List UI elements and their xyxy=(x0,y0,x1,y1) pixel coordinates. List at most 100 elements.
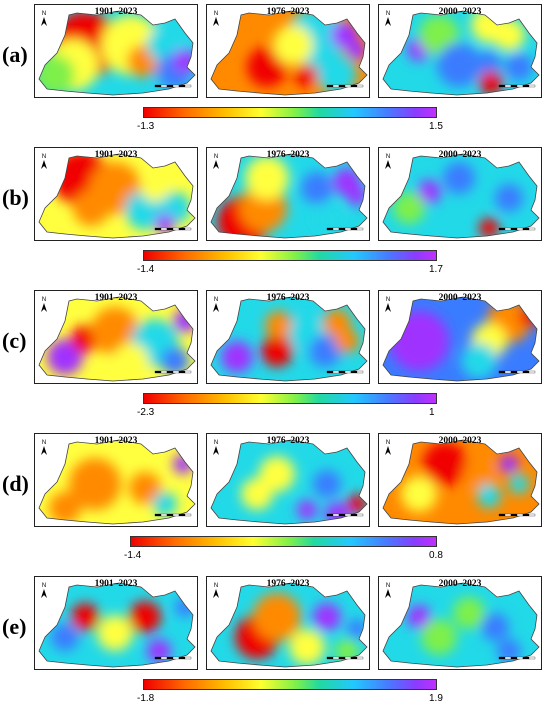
trend-hotspot xyxy=(479,218,499,238)
map-panel: N 2000–2023 xyxy=(378,4,542,98)
figure-row: (c) N 1901–2023 N 1976–2023 N 2000–2023 -2.3 1 xyxy=(0,290,550,432)
trend-hotspot xyxy=(495,184,523,212)
trend-hotspot xyxy=(499,454,519,474)
map-panel: N 2000–2023 xyxy=(378,147,542,241)
north-label: N xyxy=(386,583,390,589)
choropleth-map: N xyxy=(210,153,368,239)
north-label: N xyxy=(42,583,46,589)
row-label: (c) xyxy=(2,328,27,353)
colorbar-max-label: 1.5 xyxy=(429,121,443,132)
trend-hotspot xyxy=(461,343,497,379)
trend-hotspot xyxy=(289,629,325,665)
row-label: (e) xyxy=(2,614,27,639)
trend-hotspot xyxy=(393,192,425,224)
scale-bar-icon xyxy=(498,656,536,660)
choropleth-map: N xyxy=(382,153,540,239)
trend-hotspot xyxy=(297,500,317,520)
north-arrow-icon: N xyxy=(385,583,391,598)
colorbar-min-label: -1.4 xyxy=(124,550,142,561)
colorbar-min-label: -1.4 xyxy=(137,264,155,275)
colorbar-legend xyxy=(143,107,437,118)
region-outline xyxy=(382,582,540,668)
row-label: (d) xyxy=(2,471,29,496)
choropleth-map: N xyxy=(210,439,368,525)
region-outline xyxy=(210,296,368,382)
choropleth-map: N xyxy=(382,10,540,96)
scale-bar-icon xyxy=(154,513,192,517)
trend-hotspot xyxy=(443,162,475,194)
panel-period-title: 1901–2023 xyxy=(94,293,138,303)
trend-hotspot xyxy=(389,311,449,371)
colorbar-max-label: 1.9 xyxy=(429,693,443,704)
trend-hotspot xyxy=(141,174,169,202)
map-panel: N 1976–2023 xyxy=(206,147,370,241)
trend-hotspot xyxy=(347,186,367,206)
north-arrow-icon: N xyxy=(213,440,219,455)
north-label: N xyxy=(386,154,390,160)
north-label: N xyxy=(42,440,46,446)
region-outline xyxy=(38,153,196,239)
scale-bar-icon xyxy=(498,513,536,517)
north-label: N xyxy=(386,297,390,303)
panel-period-title: 2000–2023 xyxy=(438,579,482,589)
map-panel: N 1976–2023 xyxy=(206,576,370,670)
north-label: N xyxy=(42,11,46,17)
trend-hotspot xyxy=(295,63,319,87)
row-label: (b) xyxy=(2,185,29,210)
figure-row: (e) N 1901–2023 N 1976–2023 N 2000–2023 -1.8 1.9 xyxy=(0,576,550,718)
panel-period-title: 1976–2023 xyxy=(266,150,310,160)
panel-period-title: 1976–2023 xyxy=(266,436,310,446)
region-outline xyxy=(38,439,196,525)
trend-hotspot xyxy=(317,55,357,95)
panel-period-title: 1901–2023 xyxy=(94,436,138,446)
trend-hotspot xyxy=(419,15,459,55)
scale-bar-icon xyxy=(154,227,192,231)
choropleth-map: N xyxy=(210,582,368,668)
map-panel: N 2000–2023 xyxy=(378,576,542,670)
map-panel: N 1976–2023 xyxy=(206,4,370,98)
trend-hotspot xyxy=(479,71,503,95)
map-panel: N 1901–2023 xyxy=(34,290,198,384)
north-arrow-icon: N xyxy=(385,440,391,455)
colorbar-legend xyxy=(143,250,437,261)
choropleth-map: N xyxy=(382,439,540,525)
trend-hotspot xyxy=(153,492,177,516)
choropleth-map: N xyxy=(38,10,196,96)
trend-hotspot xyxy=(73,190,109,226)
panel-period-title: 2000–2023 xyxy=(438,436,482,446)
figure-row: (a) N 1901–2023 N 1976–2023 N 2000–2023 -1.3 1.5 xyxy=(0,4,550,146)
north-arrow-icon: N xyxy=(41,11,47,26)
trend-hotspot xyxy=(401,476,437,512)
colorbar-legend xyxy=(143,393,437,404)
trend-hotspot xyxy=(129,472,161,504)
north-label: N xyxy=(214,154,218,160)
trend-hotspot xyxy=(97,615,133,651)
choropleth-map: N xyxy=(382,296,540,382)
scale-bar-icon xyxy=(154,370,192,374)
choropleth-map: N xyxy=(38,582,196,668)
scale-bar-icon xyxy=(326,513,364,517)
colorbar-max-label: 1 xyxy=(429,407,435,418)
panel-period-title: 1976–2023 xyxy=(266,7,310,17)
trend-hotspot xyxy=(253,593,301,641)
panel-period-title: 1976–2023 xyxy=(266,579,310,589)
trend-hotspot xyxy=(463,458,495,490)
scale-bar-icon xyxy=(498,84,536,88)
trend-hotspot xyxy=(347,41,367,61)
trend-hotspot xyxy=(421,619,457,655)
north-arrow-icon: N xyxy=(41,154,47,169)
trend-hotspot xyxy=(309,335,341,367)
map-panel: N 1976–2023 xyxy=(206,290,370,384)
colorbar-max-label: 1.7 xyxy=(429,264,443,275)
panel-period-title: 1901–2023 xyxy=(94,7,138,17)
trend-hotspot xyxy=(505,53,533,81)
colorbar-legend xyxy=(143,679,437,690)
north-label: N xyxy=(386,11,390,17)
choropleth-map: N xyxy=(210,296,368,382)
north-label: N xyxy=(214,11,218,17)
north-label: N xyxy=(214,297,218,303)
colorbar-max-label: 0.8 xyxy=(429,550,443,561)
trend-hotspot xyxy=(51,623,79,651)
north-arrow-icon: N xyxy=(41,440,47,455)
north-label: N xyxy=(214,583,218,589)
